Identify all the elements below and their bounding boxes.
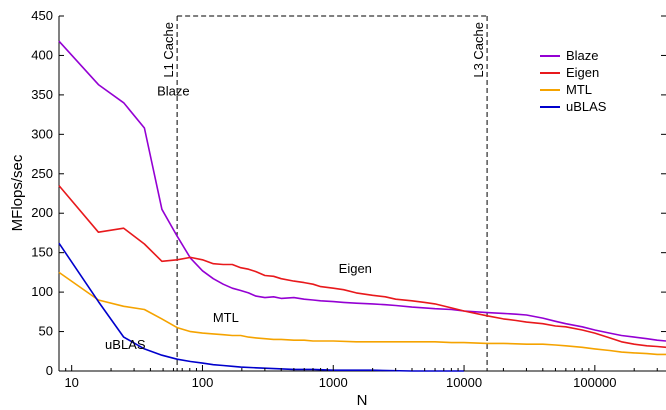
reference-line-label: L3 Cache [471,22,486,78]
y-tick-label: 100 [31,284,53,299]
y-tick-label: 0 [46,363,53,378]
y-tick-label: 50 [39,324,53,339]
y-tick-label: 350 [31,87,53,102]
y-axis-title: MFlops/sec [9,154,26,231]
legend-label: Blaze [566,48,599,63]
y-tick-label: 250 [31,166,53,181]
x-tick-label: 100 [192,375,214,390]
y-tick-label: 200 [31,205,53,220]
x-axis-title: N [357,392,368,409]
x-tick-label: 10 [64,375,78,390]
series-annotation: Eigen [339,261,372,276]
series-line [58,242,464,372]
legend: Blaze Eigen MTL uBLAS [540,48,607,114]
series-annotation: MTL [213,310,239,325]
x-tick-label: 1000 [319,375,348,390]
legend-label: MTL [566,82,592,97]
y-tick-label: 450 [31,8,53,23]
series-annotation: uBLAS [105,337,146,352]
series-layer [58,40,666,372]
series-line [58,271,666,356]
series-annotation: Blaze [157,84,190,99]
legend-label: Eigen [566,65,599,80]
y-tick-label: 400 [31,47,53,62]
reference-lines: L1 Cache L3 Cache [161,16,488,371]
x-tick-label: 10000 [446,375,482,390]
axes: 0 50 100 150 200 250 300 350 400 450 10 100 1000 1000… [31,8,666,390]
y-tick-label: 150 [31,245,53,260]
y-tick-label: 300 [31,126,53,141]
x-tick-label: 100000 [573,375,616,390]
reference-line-label: L1 Cache [161,22,176,78]
annotations: Blaze Eigen MTL uBLAS [105,84,372,352]
legend-label: uBLAS [566,99,607,114]
series-line [58,185,666,349]
series-line [58,40,666,342]
